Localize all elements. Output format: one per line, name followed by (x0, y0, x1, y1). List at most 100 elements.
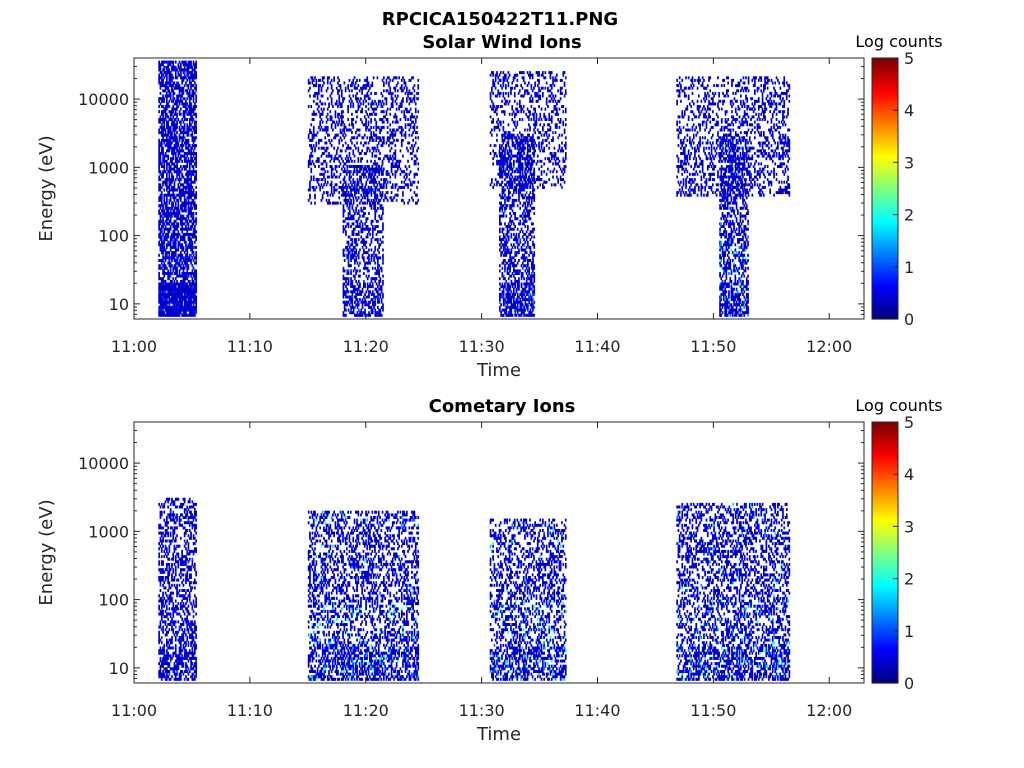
heatmap-cell (195, 287, 197, 291)
heatmap-cell (380, 196, 383, 200)
heatmap-cell (563, 128, 566, 132)
heatmap-cell (307, 162, 310, 166)
heatmap-cell (168, 172, 171, 176)
heatmap-cell (499, 217, 501, 221)
heatmap-cell (544, 76, 547, 80)
heatmap-cell (376, 193, 379, 197)
heatmap-cell (164, 253, 167, 257)
heatmap-cell (330, 125, 333, 129)
heatmap-cell (158, 295, 160, 299)
heatmap-cell (160, 240, 163, 244)
heatmap-cell (412, 76, 414, 80)
heatmap-cell (536, 154, 539, 158)
heatmap-cell (182, 279, 185, 283)
heatmap-cell (329, 154, 332, 158)
heatmap-cell (548, 133, 551, 137)
heatmap-cell (309, 144, 311, 148)
heatmap-cell (183, 76, 186, 80)
heatmap-cell (194, 91, 196, 95)
heatmap-cell (164, 144, 167, 148)
heatmap-cell (382, 274, 384, 278)
heatmap-cell (188, 290, 191, 294)
heatmap-cell (507, 94, 510, 98)
heatmap-cell (344, 133, 347, 137)
heatmap-cell (195, 144, 197, 148)
heatmap-cell (166, 196, 168, 200)
heatmap-cell (383, 125, 385, 129)
heatmap-cell (516, 78, 519, 82)
heatmap-cell (166, 266, 168, 270)
heatmap-cell (176, 170, 178, 174)
heatmap-cell (334, 165, 337, 168)
heatmap-cell (491, 107, 493, 111)
heatmap-cell (160, 141, 163, 145)
heatmap-cell (347, 243, 350, 247)
heatmap-cell (190, 180, 192, 184)
heatmap-cell (178, 308, 181, 312)
heatmap-cell (176, 232, 178, 236)
heatmap-cell (338, 141, 341, 145)
heatmap-cell (496, 73, 498, 77)
heatmap-cell (195, 128, 197, 132)
heatmap-cell (553, 105, 556, 108)
heatmap-cell (167, 125, 169, 129)
heatmap-cell (163, 285, 166, 289)
heatmap-cell (358, 99, 361, 103)
heatmap-cell (394, 133, 397, 137)
heatmap-cell (315, 81, 318, 85)
heatmap-cell (348, 311, 351, 315)
heatmap-cell (167, 154, 169, 158)
heatmap-cell (370, 159, 372, 163)
heatmap-cell (506, 172, 508, 176)
heatmap-cell (363, 212, 365, 215)
heatmap-cell (365, 225, 368, 228)
heatmap-cell (183, 282, 186, 286)
heatmap-cell (162, 97, 164, 101)
heatmap-cell (162, 243, 164, 247)
heatmap-cell (342, 311, 345, 315)
heatmap-cell (339, 131, 342, 135)
heatmap-cell (378, 298, 380, 302)
heatmap-cell (177, 178, 180, 182)
heatmap-cell (171, 73, 173, 77)
heatmap-cell (195, 259, 197, 262)
heatmap-cell (180, 76, 182, 80)
heatmap-cell (370, 105, 372, 108)
heatmap-cell (323, 183, 325, 187)
heatmap-cell (321, 112, 324, 116)
heatmap-cell (354, 170, 356, 174)
heatmap-cell (345, 292, 347, 296)
heatmap-cell (174, 308, 177, 312)
heatmap-cell (345, 230, 347, 234)
heatmap-cell (501, 282, 504, 286)
heatmap-cell (307, 78, 310, 82)
heatmap-cell (182, 191, 185, 195)
heatmap-cell (357, 170, 360, 174)
heatmap-cell (494, 152, 497, 155)
heatmap-cell (173, 136, 176, 140)
heatmap-cell (325, 125, 328, 129)
heatmap-cell (316, 94, 319, 98)
heatmap-cell (167, 193, 169, 197)
heatmap-cell (360, 167, 363, 171)
heatmap-cell (356, 128, 358, 132)
heatmap-cell (325, 89, 328, 93)
heatmap-cell (403, 170, 406, 174)
heatmap-cell (195, 285, 197, 289)
heatmap-cell (177, 73, 180, 77)
heatmap-cell (160, 162, 163, 166)
heatmap-cell (548, 115, 551, 119)
heatmap-cell (158, 308, 160, 312)
heatmap-cell (187, 133, 190, 137)
heatmap-cell (191, 295, 194, 299)
heatmap-cell (538, 78, 540, 82)
heatmap-cell (162, 253, 164, 257)
heatmap-cell (382, 295, 384, 299)
heatmap-cell (370, 277, 373, 281)
heatmap-cell (357, 97, 360, 101)
heatmap-cell (180, 214, 182, 218)
heatmap-cell (399, 159, 402, 163)
heatmap-cell (347, 248, 350, 252)
heatmap-cell (162, 146, 164, 150)
heatmap-cell (171, 76, 173, 80)
